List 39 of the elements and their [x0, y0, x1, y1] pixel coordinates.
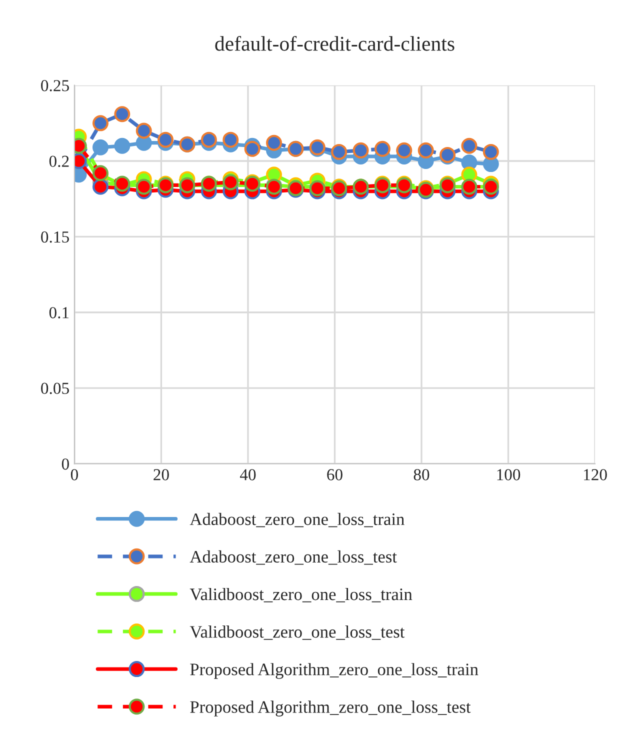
- chart-title: default-of-credit-card-clients: [215, 36, 454, 51]
- point: [222, 132, 239, 148]
- y-tick-label: 0: [62, 458, 69, 470]
- y-tick-label: 0.2: [49, 156, 69, 168]
- point: [114, 106, 130, 122]
- x-tick-label: 80: [414, 469, 430, 480]
- x-tick-label: 100: [497, 469, 520, 480]
- point: [158, 132, 174, 148]
- point: [222, 174, 239, 190]
- point: [331, 144, 348, 160]
- point: [374, 140, 390, 157]
- y-tick-label: 0.15: [41, 231, 69, 243]
- x-tick-label: 20: [154, 469, 169, 480]
- y-tick-label: 0.1: [49, 307, 69, 318]
- legend-label: Adaboost_zero_one_loss_train: [190, 512, 404, 528]
- legend-label: Proposed Algorithm_zero_one_loss_test: [190, 700, 471, 716]
- point: [482, 144, 499, 160]
- point: [136, 122, 152, 139]
- y-tick-label: 0.05: [41, 382, 69, 394]
- point: [92, 178, 108, 195]
- x-tick-label: 40: [240, 469, 256, 480]
- point: [200, 132, 217, 148]
- point: [92, 139, 108, 156]
- legend-label: Adaboost_zero_one_loss_test: [190, 550, 397, 565]
- point: [461, 138, 478, 154]
- x-tick-label: 120: [584, 469, 607, 480]
- point: [396, 142, 412, 158]
- legend-label: Validboost_zero_one_loss_train: [190, 588, 412, 602]
- point: [266, 134, 282, 151]
- x-tick-label: 60: [327, 469, 342, 480]
- point: [352, 142, 369, 158]
- legend-label: Proposed Algorithm_zero_one_loss_train: [190, 663, 478, 679]
- point: [92, 115, 108, 132]
- legend-label: Validboost_zero_one_loss_test: [190, 626, 405, 640]
- x-tick-label: 0: [70, 469, 78, 480]
- point: [244, 140, 260, 157]
- point: [418, 142, 434, 158]
- point: [114, 138, 130, 154]
- y-tick-label: 0.25: [41, 80, 69, 92]
